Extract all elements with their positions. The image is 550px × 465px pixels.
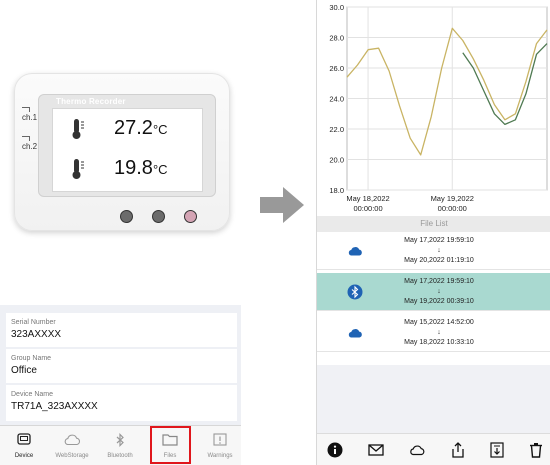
range-arrow: ↓ xyxy=(437,329,441,336)
empty-list-area xyxy=(317,365,550,433)
device-button xyxy=(184,210,197,223)
trash-icon[interactable] xyxy=(528,442,544,458)
bottom-toolbar xyxy=(317,433,550,465)
x-tick-date: May 18,2022 xyxy=(346,194,389,203)
info-icon[interactable] xyxy=(327,442,343,458)
tab-device[interactable]: Device xyxy=(0,426,48,465)
thermometer-icon xyxy=(72,159,84,179)
y-tick-label: 26.0 xyxy=(329,64,344,73)
y-tick-label: 24.0 xyxy=(329,95,344,104)
device-screen-phone: Thermo Recorder ch.1 ch.2 27.2°C 19.8°C xyxy=(0,0,241,465)
bottom-tab-bar: Device WebStorage Bluetooth Files xyxy=(0,425,241,465)
range-arrow: ↓ xyxy=(437,247,441,254)
y-tick-label: 28.0 xyxy=(329,34,344,43)
file-end-time: May 20,2022 01:19:10 xyxy=(404,257,474,264)
series-line-1 xyxy=(346,27,548,156)
channel-2-label: ch.2 xyxy=(22,136,37,151)
file-list-item[interactable]: May 15,2022 14:52:00 ↓ May 18,2022 10:33… xyxy=(317,314,550,352)
warning-icon xyxy=(213,433,227,446)
y-tick-label: 18.0 xyxy=(329,186,344,195)
device-name-field[interactable]: Device Name TR71A_323AXXXX xyxy=(6,385,237,421)
folder-icon xyxy=(162,434,178,446)
group-name-field[interactable]: Group Name Office xyxy=(6,349,237,383)
file-list: May 17,2022 19:59:10 ↓ May 20,2022 01:19… xyxy=(317,232,550,355)
tab-files[interactable]: Files xyxy=(146,426,194,465)
files-tab-highlight xyxy=(150,426,191,464)
channel-2-reading: 19.8°C xyxy=(114,157,168,179)
y-tick-label: 30.0 xyxy=(329,3,344,12)
share-icon[interactable] xyxy=(450,442,466,458)
export-icon[interactable] xyxy=(489,442,505,458)
temperature-chart[interactable]: 30.0 28.0 26.0 24.0 22.0 20.0 18.0 May 18,2022… xyxy=(317,0,550,216)
channel-1-label: ch.1 xyxy=(22,107,37,122)
file-list-header: File List xyxy=(317,216,550,232)
bluetooth-icon xyxy=(116,433,124,447)
device-icon xyxy=(17,433,31,445)
x-tick-time: 00:00:00 xyxy=(438,204,467,213)
tab-webstorage[interactable]: WebStorage xyxy=(48,426,96,465)
device-illustration-area: Thermo Recorder ch.1 ch.2 27.2°C 19.8°C xyxy=(0,0,241,305)
mail-icon[interactable] xyxy=(368,442,384,458)
bluetooth-icon xyxy=(347,284,363,300)
cloud-icon[interactable] xyxy=(409,442,425,458)
right-arrow-icon xyxy=(260,187,304,223)
file-start-time: May 17,2022 19:59:10 xyxy=(404,278,474,285)
thermometer-icon xyxy=(72,119,84,139)
serial-number-field: Serial Number 323AXXXX xyxy=(6,313,237,347)
files-screen-phone: 30.0 28.0 26.0 24.0 22.0 20.0 18.0 May 18,2022… xyxy=(316,0,550,465)
y-tick-label: 20.0 xyxy=(329,156,344,165)
device-info-panel: Serial Number 323AXXXX Group Name Office… xyxy=(0,305,241,425)
device-brand: Thermo Recorder xyxy=(56,97,126,106)
series-line-2 xyxy=(462,43,548,126)
file-end-time: May 18,2022 10:33:10 xyxy=(404,339,474,346)
cloud-icon xyxy=(348,329,362,338)
file-end-time: May 19,2022 00:39:10 xyxy=(404,298,474,305)
file-list-item[interactable]: May 17,2022 19:59:10 ↓ May 20,2022 01:19… xyxy=(317,232,550,270)
file-start-time: May 15,2022 14:52:00 xyxy=(404,319,474,326)
range-arrow: ↓ xyxy=(437,288,441,295)
file-start-time: May 17,2022 19:59:10 xyxy=(404,237,474,244)
tab-bluetooth[interactable]: Bluetooth xyxy=(96,426,144,465)
channel-1-reading: 27.2°C xyxy=(114,117,168,139)
tab-warnings[interactable]: Warnings xyxy=(196,426,244,465)
y-tick-label: 22.0 xyxy=(329,125,344,134)
x-tick-time: 00:00:00 xyxy=(353,204,382,213)
cloud-icon xyxy=(64,434,80,446)
x-tick-date: May 19,2022 xyxy=(431,194,474,203)
cloud-icon xyxy=(348,247,362,256)
device-button xyxy=(152,210,165,223)
device-button xyxy=(120,210,133,223)
file-list-item-selected[interactable]: May 17,2022 19:59:10 ↓ May 19,2022 00:39… xyxy=(317,273,550,311)
